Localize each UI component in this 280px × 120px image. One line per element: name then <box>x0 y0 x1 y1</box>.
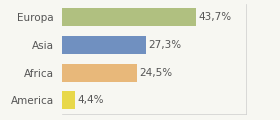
Bar <box>62 91 75 109</box>
Bar <box>62 64 137 82</box>
Text: 4,4%: 4,4% <box>78 95 104 105</box>
Text: 24,5%: 24,5% <box>139 68 173 78</box>
Text: 27,3%: 27,3% <box>148 40 181 50</box>
Bar <box>62 8 196 26</box>
Bar <box>62 36 146 54</box>
Text: 43,7%: 43,7% <box>199 12 232 22</box>
